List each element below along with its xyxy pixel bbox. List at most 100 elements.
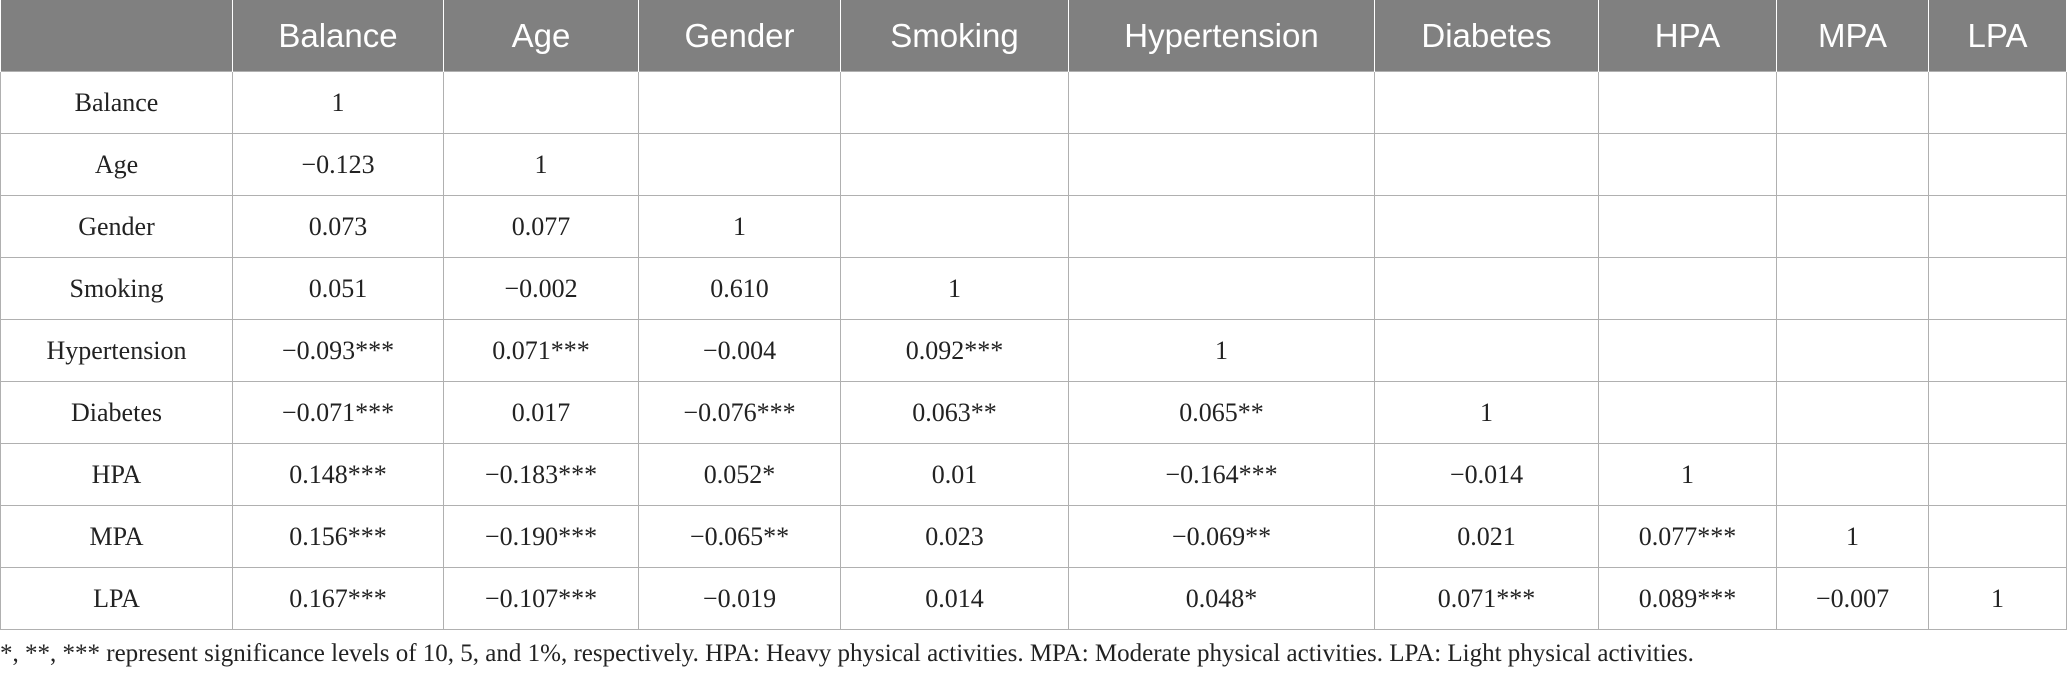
table-cell: −0.164*** bbox=[1068, 443, 1375, 506]
row-label-cell: MPA bbox=[0, 505, 233, 568]
table-cell: 0.051 bbox=[232, 257, 444, 320]
table-cell bbox=[1374, 71, 1599, 134]
table-cell bbox=[840, 195, 1069, 258]
header-cell bbox=[0, 0, 233, 72]
table-cell bbox=[1928, 443, 2067, 506]
table-cell bbox=[1928, 505, 2067, 568]
table-body: Balance 1 Age −0.123 1 Gender 0.073 0.077 1 Smoki… bbox=[0, 71, 2067, 630]
header-cell: Hypertension bbox=[1068, 0, 1375, 72]
table-cell: 0.148*** bbox=[232, 443, 444, 506]
table-cell: 0.089*** bbox=[1598, 567, 1777, 630]
table-cell: 0.610 bbox=[638, 257, 841, 320]
table-cell: 1 bbox=[1928, 567, 2067, 630]
correlation-table: Balance Age Gender Smoking Hypertension … bbox=[0, 0, 2067, 630]
table-cell: 1 bbox=[1068, 319, 1375, 382]
table-cell bbox=[1776, 443, 1929, 506]
table-cell: 0.071*** bbox=[1374, 567, 1599, 630]
table-row: HPA 0.148*** −0.183*** 0.052* 0.01 −0.164*** −… bbox=[0, 443, 2067, 506]
table-cell bbox=[1598, 133, 1777, 196]
table-cell: −0.014 bbox=[1374, 443, 1599, 506]
table-cell: 0.167*** bbox=[232, 567, 444, 630]
header-cell: Age bbox=[443, 0, 639, 72]
table-row: LPA 0.167*** −0.107*** −0.019 0.014 0.048* 0.0… bbox=[0, 567, 2067, 630]
table-cell: −0.093*** bbox=[232, 319, 444, 382]
table-cell: −0.069** bbox=[1068, 505, 1375, 568]
table-row: Age −0.123 1 bbox=[0, 133, 2067, 196]
table-cell: −0.123 bbox=[232, 133, 444, 196]
table-cell bbox=[1928, 71, 2067, 134]
table-cell bbox=[1598, 257, 1777, 320]
table-cell: 0.077*** bbox=[1598, 505, 1777, 568]
row-label-cell: Gender bbox=[0, 195, 233, 258]
table-cell bbox=[840, 71, 1069, 134]
table-cell bbox=[1068, 195, 1375, 258]
header-cell: Balance bbox=[232, 0, 444, 72]
table-cell bbox=[1068, 71, 1375, 134]
table-cell: 0.065** bbox=[1068, 381, 1375, 444]
table-cell bbox=[1776, 195, 1929, 258]
row-label-cell: Age bbox=[0, 133, 233, 196]
table-cell bbox=[1598, 319, 1777, 382]
table-cell: 0.023 bbox=[840, 505, 1069, 568]
row-label-cell: HPA bbox=[0, 443, 233, 506]
table-cell bbox=[1776, 71, 1929, 134]
header-cell: MPA bbox=[1776, 0, 1929, 72]
row-label-cell: Hypertension bbox=[0, 319, 233, 382]
table-cell bbox=[1068, 133, 1375, 196]
row-label-cell: Balance bbox=[0, 71, 233, 134]
header-cell: Diabetes bbox=[1374, 0, 1599, 72]
table-row: Hypertension −0.093*** 0.071*** −0.004 0.092… bbox=[0, 319, 2067, 382]
table-cell: 1 bbox=[1598, 443, 1777, 506]
table-cell: 1 bbox=[443, 133, 639, 196]
table-row: MPA 0.156*** −0.190*** −0.065** 0.023 −0.069*… bbox=[0, 505, 2067, 568]
correlation-table-container: Balance Age Gender Smoking Hypertension … bbox=[0, 0, 2067, 630]
header-cell: Gender bbox=[638, 0, 841, 72]
table-cell bbox=[1374, 319, 1599, 382]
table-row: Diabetes −0.071*** 0.017 −0.076*** 0.063** 0.… bbox=[0, 381, 2067, 444]
table-cell bbox=[1928, 133, 2067, 196]
table-row: Balance 1 bbox=[0, 71, 2067, 134]
table-cell: 0.017 bbox=[443, 381, 639, 444]
table-cell bbox=[1374, 195, 1599, 258]
table-cell bbox=[840, 133, 1069, 196]
table-cell: −0.107*** bbox=[443, 567, 639, 630]
table-cell: −0.019 bbox=[638, 567, 841, 630]
table-cell: 0.092*** bbox=[840, 319, 1069, 382]
row-label-cell: LPA bbox=[0, 567, 233, 630]
header-cell: LPA bbox=[1928, 0, 2067, 72]
table-cell: 0.014 bbox=[840, 567, 1069, 630]
table-row: Gender 0.073 0.077 1 bbox=[0, 195, 2067, 258]
table-cell: −0.004 bbox=[638, 319, 841, 382]
table-cell bbox=[1928, 381, 2067, 444]
table-row: Smoking 0.051 −0.002 0.610 1 bbox=[0, 257, 2067, 320]
table-cell bbox=[1776, 319, 1929, 382]
table-cell bbox=[1374, 133, 1599, 196]
table-cell bbox=[1776, 257, 1929, 320]
table-cell bbox=[443, 71, 639, 134]
table-cell: 0.156*** bbox=[232, 505, 444, 568]
table-cell: −0.071*** bbox=[232, 381, 444, 444]
table-cell bbox=[1776, 133, 1929, 196]
table-cell: 0.01 bbox=[840, 443, 1069, 506]
table-footnote: *, **, *** represent significance levels… bbox=[0, 640, 1694, 667]
header-cell: Smoking bbox=[840, 0, 1069, 72]
table-cell: 0.073 bbox=[232, 195, 444, 258]
table-cell: 1 bbox=[1374, 381, 1599, 444]
table-cell bbox=[1598, 195, 1777, 258]
table-cell bbox=[1598, 381, 1777, 444]
table-cell bbox=[1374, 257, 1599, 320]
table-cell bbox=[1598, 71, 1777, 134]
table-cell: −0.183*** bbox=[443, 443, 639, 506]
table-cell: −0.076*** bbox=[638, 381, 841, 444]
table-cell bbox=[638, 71, 841, 134]
table-cell: −0.065** bbox=[638, 505, 841, 568]
table-cell: −0.190*** bbox=[443, 505, 639, 568]
table-cell: 0.063** bbox=[840, 381, 1069, 444]
table-cell bbox=[1928, 319, 2067, 382]
header-cell: HPA bbox=[1598, 0, 1777, 72]
table-cell: 1 bbox=[1776, 505, 1929, 568]
table-cell: 0.048* bbox=[1068, 567, 1375, 630]
table-cell: −0.007 bbox=[1776, 567, 1929, 630]
table-cell: 1 bbox=[638, 195, 841, 258]
table-cell bbox=[638, 133, 841, 196]
